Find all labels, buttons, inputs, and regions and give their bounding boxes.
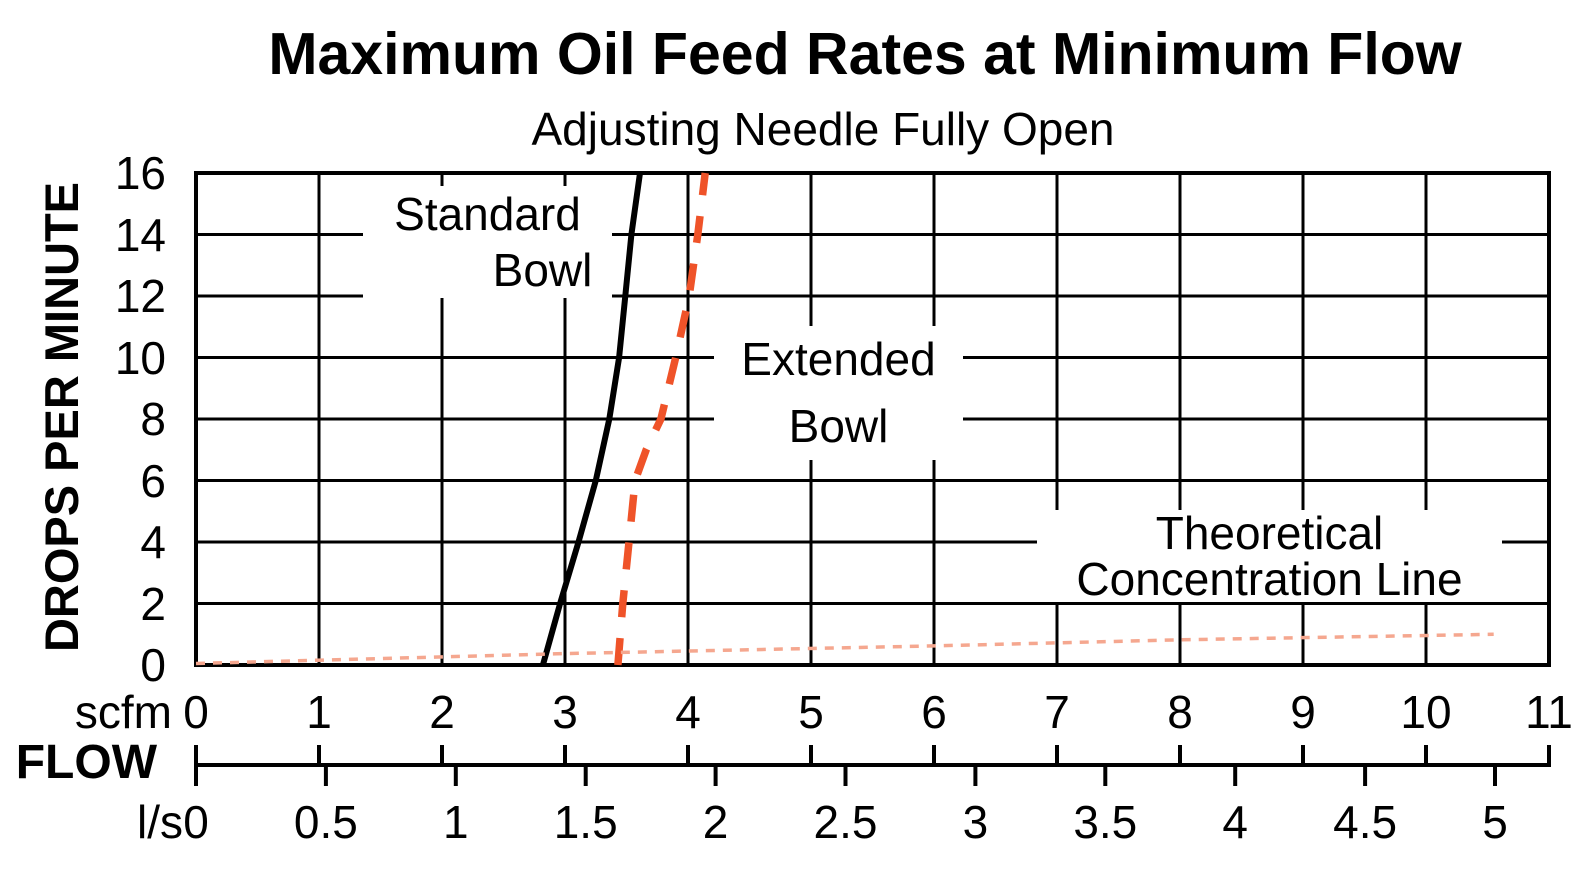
scfm-tick-label: 8 bbox=[1167, 686, 1193, 738]
ls-tick-label: 5 bbox=[1482, 796, 1508, 848]
series-line-standard-bowl bbox=[540, 172, 643, 666]
scfm-tick-label: 7 bbox=[1044, 686, 1070, 738]
scfm-tick-label: 4 bbox=[675, 686, 701, 738]
scfm-tick-label: 1 bbox=[306, 686, 332, 738]
series-line-theoretical-concentration-line bbox=[195, 632, 1494, 666]
ls-tick-label: 0 bbox=[183, 796, 209, 848]
ls-tick-label: 4 bbox=[1222, 796, 1248, 848]
y-tick-label: 2 bbox=[140, 577, 166, 630]
ls-tick-label: 3.5 bbox=[1073, 796, 1138, 848]
ls-tick-label: 3 bbox=[962, 796, 989, 848]
scfm-tick-label: 2 bbox=[429, 686, 455, 738]
series-label-text: Standard bbox=[394, 188, 581, 240]
series-line-extended-bowl bbox=[614, 172, 709, 666]
series-label-text: Concentration Line bbox=[1076, 553, 1463, 605]
series-label-text: Bowl bbox=[492, 244, 593, 296]
series-label-standard-bowl: Standard Bowl bbox=[363, 186, 612, 298]
ls-unit-label: l/s bbox=[137, 796, 183, 848]
scfm-unit-label: scfm bbox=[74, 686, 172, 738]
y-tick-label: 14 bbox=[114, 208, 166, 261]
y-tick-label: 10 bbox=[114, 331, 166, 384]
ls-tick-label: 0.5 bbox=[293, 796, 358, 848]
scfm-tick-label: 0 bbox=[183, 686, 209, 738]
y-tick-label: 6 bbox=[140, 454, 166, 507]
scfm-tick-label: 9 bbox=[1290, 686, 1316, 738]
y-tick-label: 4 bbox=[140, 516, 166, 568]
scfm-tick-label: 6 bbox=[921, 686, 947, 738]
scfm-tick-label: 10 bbox=[1400, 686, 1452, 738]
ls-tick-label: 2 bbox=[702, 796, 729, 848]
chart-title: Maximum Oil Feed Rates at Minimum Flow bbox=[268, 21, 1462, 87]
ls-tick-label: 4.5 bbox=[1333, 796, 1398, 848]
series-label-extended-bowl: Extended Bowl bbox=[714, 326, 963, 460]
y-tick-label: 16 bbox=[114, 147, 166, 199]
series-label-text: Extended bbox=[741, 333, 936, 385]
y-tick-label: 0 bbox=[140, 639, 166, 691]
ls-tick-label: 1 bbox=[443, 796, 469, 848]
x-axis-title: FLOW bbox=[15, 736, 157, 789]
y-tick-label: 12 bbox=[114, 270, 166, 322]
series-label-text: Bowl bbox=[788, 400, 889, 452]
scfm-tick-label: 11 bbox=[1525, 686, 1573, 738]
scfm-tick-label: 5 bbox=[798, 686, 824, 738]
chart-subtitle: Adjusting Needle Fully Open bbox=[531, 103, 1115, 155]
y-tick-label: 8 bbox=[140, 393, 166, 445]
ls-tick-label: 1.5 bbox=[553, 796, 618, 848]
ls-tick-label: 2.5 bbox=[813, 796, 878, 848]
scfm-tick-label: 3 bbox=[552, 686, 578, 738]
series-label-text: Theoretical bbox=[1155, 507, 1384, 559]
series-label-theoretical-concentration-line: Theoretical Concentration Line bbox=[1037, 510, 1502, 602]
